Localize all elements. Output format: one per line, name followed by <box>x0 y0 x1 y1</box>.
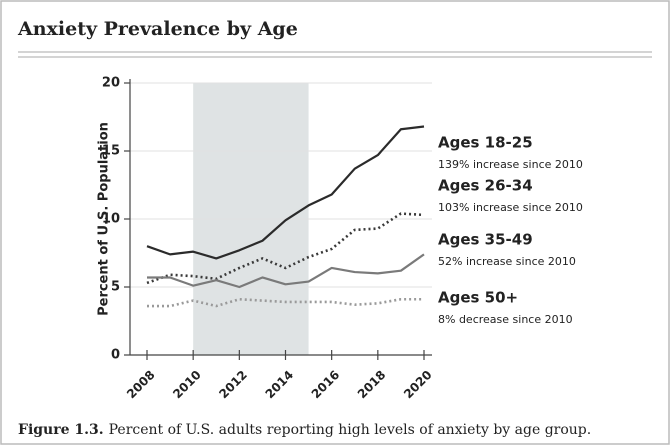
series-label: Ages 18-25 <box>438 134 533 152</box>
series-label: Ages 35-49 <box>438 231 533 249</box>
y-axis-label: Percent of U.S. Population <box>97 122 112 316</box>
series-label: Ages 50+ <box>438 289 518 307</box>
y-tick-label: 20 <box>102 76 120 91</box>
caption-text: Percent of U.S. adults reporting high le… <box>109 422 592 438</box>
series-annotation: 52% increase since 2010 <box>438 255 576 268</box>
caption-label: Figure 1.3. <box>18 422 104 438</box>
series-line <box>146 212 425 285</box>
y-tick-label: 10 <box>102 212 120 227</box>
y-tick-label: 15 <box>102 144 120 159</box>
series-line <box>147 297 424 308</box>
series-label: Ages 26-34 <box>438 177 533 195</box>
series-annotation: 139% increase since 2010 <box>438 158 583 171</box>
caption: Figure 1.3. Percent of U.S. adults report… <box>18 422 591 438</box>
y-tick-label: 5 <box>111 280 120 295</box>
series-annotation: 103% increase since 2010 <box>438 201 583 214</box>
series-line <box>146 125 425 260</box>
chart-title: Anxiety Prevalence by Age <box>17 18 298 40</box>
series-annotation: 8% decrease since 2010 <box>438 313 573 326</box>
series-line <box>147 253 425 289</box>
y-tick-label: 0 <box>111 348 120 363</box>
